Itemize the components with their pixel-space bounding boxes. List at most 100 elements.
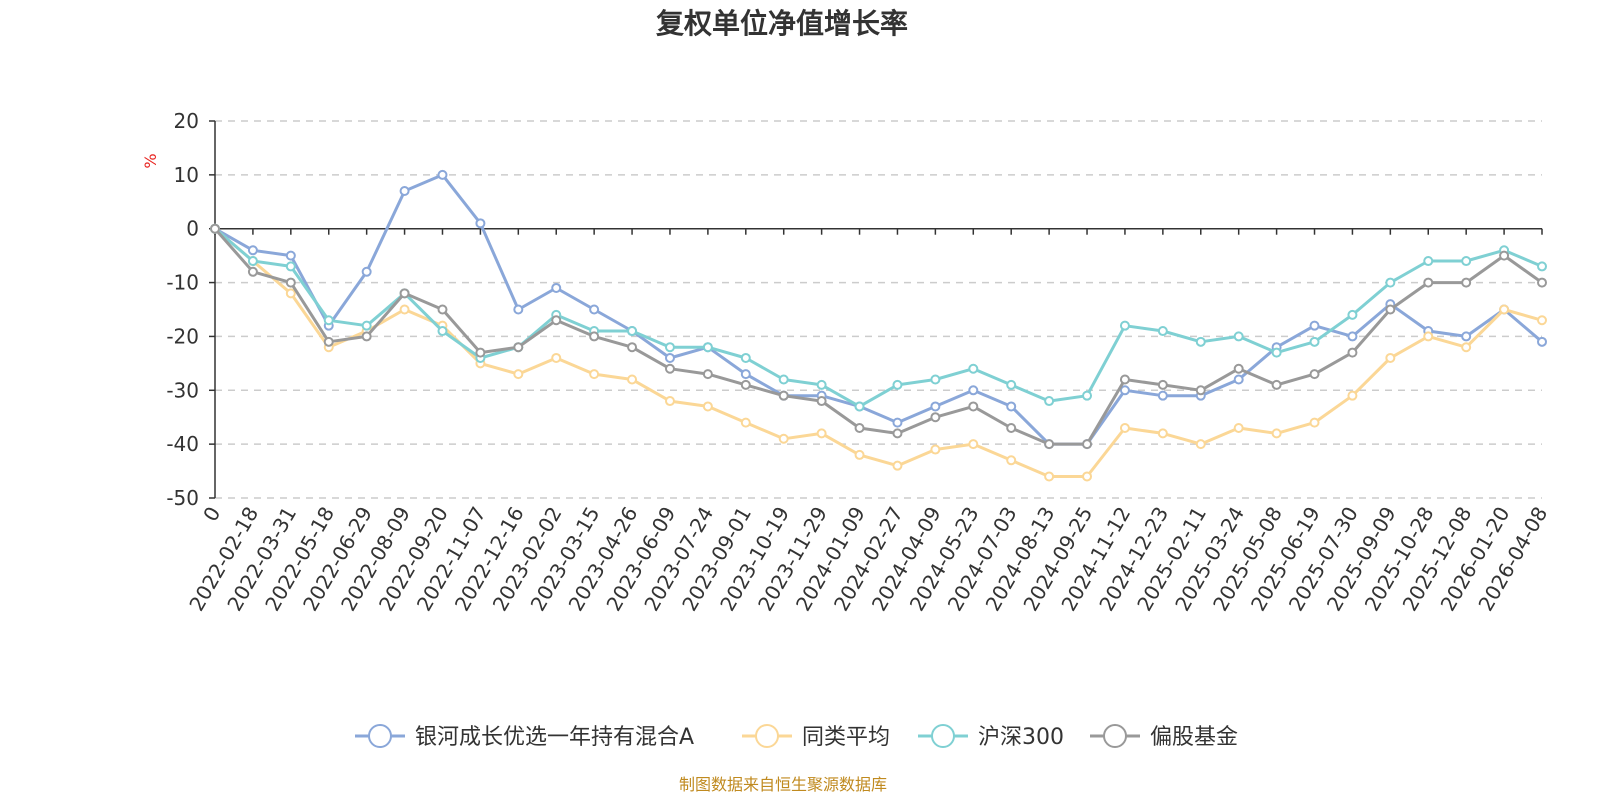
- data-point: [1119, 374, 1130, 385]
- data-point: [778, 374, 789, 385]
- x-tick-label: 0: [198, 503, 225, 526]
- legend[interactable]: 银河成长优选一年持有混合A 同类平均 沪深300 偏股基金: [355, 724, 1238, 750]
- data-point: [968, 439, 979, 450]
- data-point: [627, 342, 638, 353]
- data-point: [551, 282, 562, 293]
- data-point: [968, 385, 979, 396]
- data-point: [1119, 385, 1130, 396]
- data-point: [1157, 428, 1168, 439]
- data-point: [1233, 422, 1244, 433]
- data-point: [1309, 417, 1320, 428]
- data-point: [1423, 331, 1434, 342]
- data-point: [664, 352, 675, 363]
- data-point: [285, 261, 296, 272]
- data-point: [1385, 277, 1396, 288]
- data-point: [1157, 379, 1168, 390]
- data-point: [740, 369, 751, 380]
- data-point: [1461, 331, 1472, 342]
- series-line-2: [214, 227, 1543, 408]
- data-point: [437, 169, 448, 180]
- data-point: [930, 401, 941, 412]
- data-point: [627, 326, 638, 337]
- data-point: [399, 304, 410, 315]
- data-point: [854, 449, 865, 460]
- data-point: [1006, 401, 1017, 412]
- data-point: [1119, 422, 1130, 433]
- legend-item-1[interactable]: 同类平均: [742, 724, 890, 750]
- data-point: [1537, 277, 1547, 288]
- data-point: [892, 460, 903, 471]
- data-point: [740, 379, 751, 390]
- data-point: [1309, 320, 1320, 331]
- data-point: [323, 336, 334, 347]
- data-point: [1195, 385, 1206, 396]
- data-point: [437, 304, 448, 315]
- data-point: [210, 223, 220, 234]
- data-point: [1006, 379, 1017, 390]
- gridlines: [215, 120, 1542, 499]
- data-point: [930, 374, 941, 385]
- data-point: [247, 245, 258, 256]
- data-point: [1082, 390, 1093, 401]
- data-point: [816, 379, 827, 390]
- chart-title: 复权单位净值增长率: [656, 7, 908, 40]
- legend-item-2[interactable]: 沪深300: [918, 724, 1064, 750]
- axes: [214, 121, 1542, 498]
- data-point: [1006, 422, 1017, 433]
- data-point: [1423, 256, 1434, 267]
- data-point: [1119, 320, 1130, 331]
- data-point: [589, 369, 600, 380]
- data-point: [1044, 439, 1055, 450]
- data-point: [930, 444, 941, 455]
- y-tick-label: -20: [166, 324, 199, 348]
- data-point: [1157, 326, 1168, 337]
- data-point: [627, 374, 638, 385]
- data-point: [1347, 347, 1358, 358]
- data-point: [740, 352, 751, 363]
- data-point: [854, 401, 865, 412]
- y-axis-unit: %: [141, 153, 160, 168]
- legend-label: 银河成长优选一年持有混合A: [415, 725, 694, 750]
- series-line-3: [213, 227, 1543, 446]
- data-point: [475, 218, 486, 229]
- data-point: [892, 379, 903, 390]
- data-point: [247, 266, 258, 277]
- data-point: [589, 331, 600, 342]
- data-point: [1347, 309, 1358, 320]
- data-point: [1385, 352, 1396, 363]
- data-point: [1271, 379, 1282, 390]
- data-point: [1499, 304, 1510, 315]
- data-point: [1157, 390, 1168, 401]
- data-point: [1195, 336, 1206, 347]
- legend-swatch-marker: [1103, 724, 1127, 748]
- legend-swatch-marker: [931, 724, 955, 748]
- data-point: [323, 315, 334, 326]
- data-point: [930, 412, 941, 423]
- x-axis-ticks: 02022-02-182022-03-312022-05-182022-06-2…: [184, 228, 1552, 615]
- data-point: [1082, 439, 1093, 450]
- data-point: [1461, 342, 1472, 353]
- data-point: [1233, 331, 1244, 342]
- legend-swatch-marker: [755, 724, 779, 748]
- data-point: [740, 417, 751, 428]
- data-point: [589, 304, 600, 315]
- legend-item-0[interactable]: 银河成长优选一年持有混合A: [355, 724, 694, 750]
- data-point: [664, 342, 675, 353]
- data-point: [1233, 363, 1244, 374]
- data-source-note: 制图数据来自恒生聚源数据库: [679, 775, 887, 794]
- data-point: [1195, 439, 1206, 450]
- data-point: [1461, 256, 1472, 267]
- data-point: [664, 363, 675, 374]
- y-tick-label: 10: [174, 163, 199, 187]
- data-point: [1461, 277, 1472, 288]
- series-line-1: [214, 227, 1543, 478]
- data-point: [968, 363, 979, 374]
- data-point: [437, 326, 448, 337]
- data-point: [778, 433, 789, 444]
- legend-item-3[interactable]: 偏股基金: [1090, 724, 1238, 750]
- data-point: [1385, 304, 1396, 315]
- data-point: [1271, 347, 1282, 358]
- data-point: [551, 315, 562, 326]
- data-point: [551, 352, 562, 363]
